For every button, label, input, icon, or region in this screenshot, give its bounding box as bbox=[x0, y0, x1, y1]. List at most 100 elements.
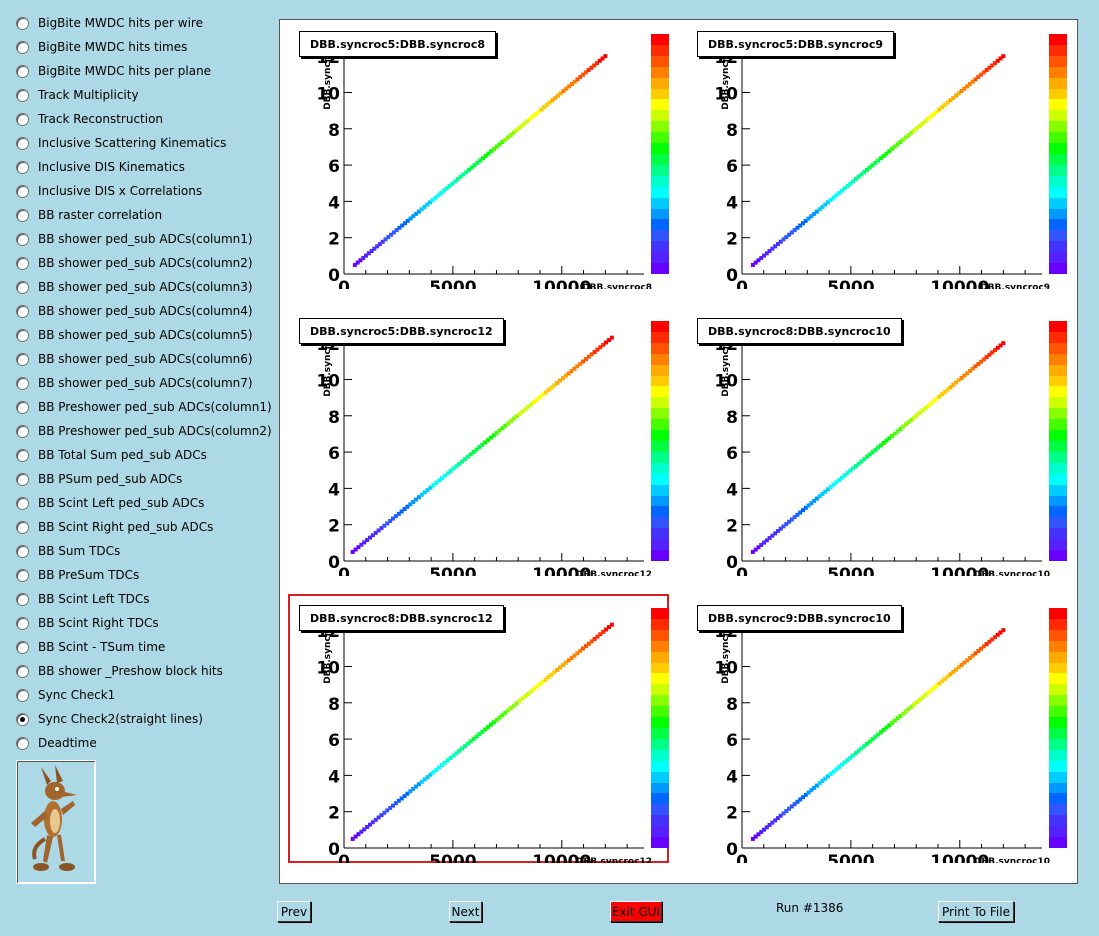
radio-button[interactable] bbox=[16, 88, 29, 102]
data-point bbox=[773, 818, 778, 823]
histogram-option[interactable]: BB shower ped_sub ADCs(column4) bbox=[16, 299, 253, 323]
data-point bbox=[458, 174, 463, 179]
data-point bbox=[514, 701, 519, 706]
data-point bbox=[764, 251, 769, 256]
data-point bbox=[828, 484, 833, 489]
radio-button[interactable] bbox=[16, 40, 29, 54]
radio-button[interactable] bbox=[16, 472, 29, 486]
radio-button[interactable] bbox=[16, 376, 29, 390]
histogram-option[interactable]: BB Scint Left TDCs bbox=[16, 587, 150, 611]
histogram-option[interactable]: Inclusive DIS x Correlations bbox=[16, 179, 202, 203]
histogram-option[interactable]: BB shower ped_sub ADCs(column1) bbox=[16, 227, 253, 251]
histogram-option[interactable]: BigBite MWDC hits per wire bbox=[16, 11, 203, 35]
plot-pad[interactable]: 0 5000 10000 0 2 4 6 8 10 12 DBB.syncroc8 DBB.syncr… bbox=[288, 20, 669, 289]
histogram-option[interactable]: BB Scint - TSum time bbox=[16, 635, 165, 659]
radio-button[interactable] bbox=[16, 352, 29, 366]
data-point bbox=[540, 392, 545, 397]
radio-button[interactable] bbox=[16, 184, 29, 198]
data-point bbox=[890, 720, 895, 725]
data-point bbox=[962, 660, 967, 665]
data-point bbox=[795, 512, 800, 517]
print-to-file-button[interactable]: Print To File bbox=[938, 901, 1014, 922]
data-point bbox=[362, 827, 367, 832]
histogram-option[interactable]: BB shower ped_sub ADCs(column2) bbox=[16, 251, 253, 275]
radio-button[interactable] bbox=[16, 400, 29, 414]
radio-button[interactable] bbox=[16, 256, 29, 270]
exit-gui-button[interactable]: Exit GUI bbox=[610, 901, 662, 922]
y-tick-label: 10 bbox=[714, 84, 738, 104]
data-point bbox=[575, 651, 580, 656]
radio-button[interactable] bbox=[16, 496, 29, 510]
plot-pad[interactable]: 0 5000 10000 0 2 4 6 8 10 12 DBB.syncroc10 DBB.sync… bbox=[686, 594, 1067, 863]
prev-button[interactable]: Prev bbox=[277, 901, 311, 922]
data-point bbox=[812, 785, 817, 790]
radio-button[interactable] bbox=[16, 232, 29, 246]
radio-button[interactable] bbox=[16, 520, 29, 534]
radio-button[interactable] bbox=[16, 208, 29, 222]
histogram-option[interactable]: Inclusive DIS Kinematics bbox=[16, 155, 185, 179]
palette-cell bbox=[651, 219, 669, 231]
histogram-option[interactable]: BigBite MWDC hits times bbox=[16, 35, 187, 59]
radio-button[interactable] bbox=[16, 160, 29, 174]
histogram-option[interactable]: BB raster correlation bbox=[16, 203, 162, 227]
data-point bbox=[862, 457, 867, 462]
plot-pad[interactable]: 0 5000 10000 0 2 4 6 8 10 12 DBB.syncroc10 DBB.sync… bbox=[686, 307, 1067, 576]
palette-cell bbox=[1049, 629, 1067, 642]
radio-button[interactable] bbox=[16, 616, 29, 630]
radio-button[interactable] bbox=[16, 112, 29, 126]
plot-pad[interactable]: 0 5000 10000 0 2 4 6 8 10 12 DBB.syncroc9 DBB.syncr… bbox=[686, 20, 1067, 289]
histogram-option[interactable]: BB Scint Right ped_sub ADCs bbox=[16, 515, 213, 539]
radio-button[interactable] bbox=[16, 544, 29, 558]
histogram-option[interactable]: BB Scint Left ped_sub ADCs bbox=[16, 491, 204, 515]
histogram-option[interactable]: BB PreSum TDCs bbox=[16, 563, 139, 587]
histogram-option[interactable]: BB PSum ped_sub ADCs bbox=[16, 467, 182, 491]
histogram-option[interactable]: BB shower ped_sub ADCs(column7) bbox=[16, 371, 253, 395]
data-point bbox=[486, 725, 491, 730]
histogram-option[interactable]: BB Total Sum ped_sub ADCs bbox=[16, 443, 207, 467]
histogram-option[interactable]: BB Preshower ped_sub ADCs(column1) bbox=[16, 395, 272, 419]
data-point bbox=[537, 682, 542, 687]
histogram-option[interactable]: Deadtime bbox=[16, 731, 97, 755]
radio-button[interactable] bbox=[16, 136, 29, 150]
radio-button[interactable] bbox=[16, 592, 29, 606]
radio-button[interactable] bbox=[16, 712, 29, 726]
next-button[interactable]: Next bbox=[449, 901, 482, 922]
histogram-option[interactable]: Track Multiplicity bbox=[16, 83, 139, 107]
histogram-option[interactable]: Inclusive Scattering Kinematics bbox=[16, 131, 226, 155]
radio-button[interactable] bbox=[16, 280, 29, 294]
plot-pad[interactable]: 0 5000 10000 0 2 4 6 8 10 12 DBB.syncroc12 DBB.sync… bbox=[288, 594, 669, 863]
data-point bbox=[909, 704, 914, 709]
data-point bbox=[928, 688, 933, 693]
radio-button[interactable] bbox=[16, 328, 29, 342]
data-point bbox=[425, 202, 430, 207]
histogram-option[interactable]: BB shower _Preshow block hits bbox=[16, 659, 223, 683]
histogram-option[interactable]: Track Reconstruction bbox=[16, 107, 163, 131]
palette-cell bbox=[651, 386, 669, 398]
histogram-option[interactable]: BB shower ped_sub ADCs(column5) bbox=[16, 323, 253, 347]
histogram-option[interactable]: BB Scint Right TDCs bbox=[16, 611, 159, 635]
data-point bbox=[549, 672, 554, 677]
radio-button[interactable] bbox=[16, 568, 29, 582]
radio-button[interactable] bbox=[16, 304, 29, 318]
histogram-option[interactable]: BB Sum TDCs bbox=[16, 539, 120, 563]
data-point bbox=[480, 729, 485, 734]
radio-button[interactable] bbox=[16, 736, 29, 750]
data-point bbox=[750, 836, 755, 841]
histogram-option[interactable]: BB shower ped_sub ADCs(column6) bbox=[16, 347, 253, 371]
histogram-option[interactable]: Sync Check1 bbox=[16, 683, 115, 707]
plot-pad[interactable]: 0 5000 10000 0 2 4 6 8 10 12 DBB.syncroc12 DBB.sync… bbox=[288, 307, 669, 576]
radio-button[interactable] bbox=[16, 664, 29, 678]
radio-button[interactable] bbox=[16, 688, 29, 702]
radio-button[interactable] bbox=[16, 424, 29, 438]
plot-title: DBB.syncroc5:DBB.syncroc8 bbox=[299, 31, 497, 57]
radio-button[interactable] bbox=[16, 640, 29, 654]
radio-button[interactable] bbox=[16, 16, 29, 30]
histogram-option[interactable]: BB shower ped_sub ADCs(column3) bbox=[16, 275, 253, 299]
radio-button[interactable] bbox=[16, 64, 29, 78]
radio-label: BB PSum ped_sub ADCs bbox=[38, 472, 183, 486]
radio-button[interactable] bbox=[16, 448, 29, 462]
histogram-option[interactable]: Sync Check2(straight lines) bbox=[16, 707, 203, 731]
histogram-option[interactable]: BigBite MWDC hits per plane bbox=[16, 59, 211, 83]
data-point bbox=[823, 489, 828, 494]
histogram-option[interactable]: BB Preshower ped_sub ADCs(column2) bbox=[16, 419, 272, 443]
